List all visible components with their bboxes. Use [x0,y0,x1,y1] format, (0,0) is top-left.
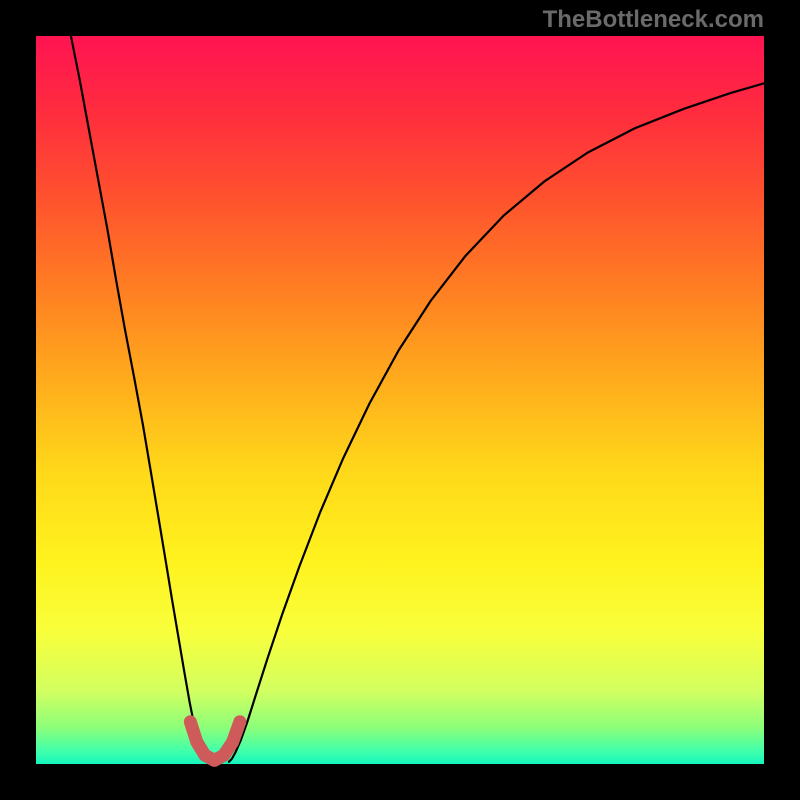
chart-container: TheBottleneck.com [0,0,800,800]
curve-right [229,83,764,762]
watermark-text: TheBottleneck.com [543,6,764,34]
optimal-marker [190,722,240,761]
curve-overlay [0,0,800,800]
curve-left [71,36,207,762]
